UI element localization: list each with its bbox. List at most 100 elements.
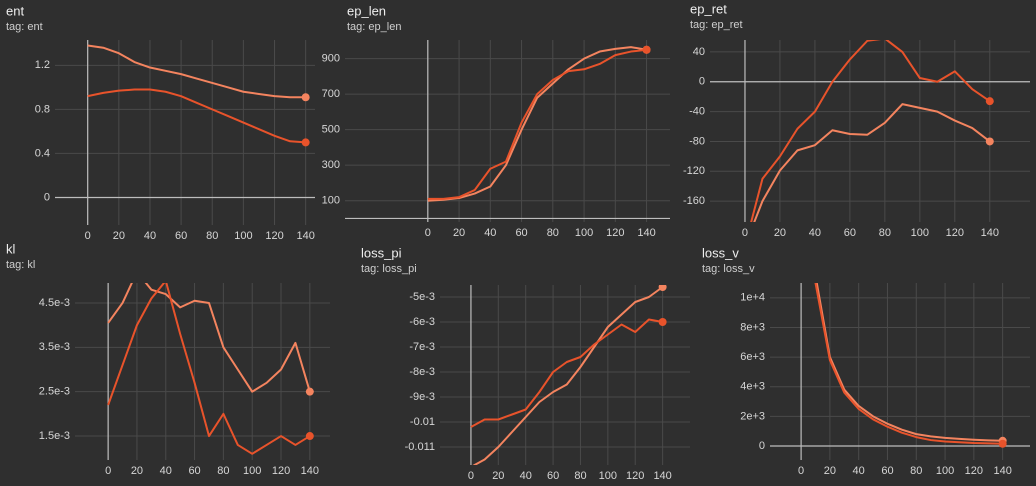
x-tick-label: 140 — [981, 227, 999, 239]
x-tick-label: 60 — [515, 227, 527, 239]
x-tick-label: 100 — [234, 230, 252, 242]
x-tick-label: 120 — [265, 230, 283, 242]
series-line — [472, 286, 664, 465]
y-tick-label: 3.5e-3 — [39, 341, 70, 353]
y-tick-label: -5e-3 — [409, 291, 435, 303]
x-tick-label: 120 — [272, 465, 290, 477]
x-tick-label: 140 — [296, 230, 314, 242]
y-tick-label: -7e-3 — [409, 341, 435, 353]
chart-subtitle: tag: loss_v — [702, 263, 755, 275]
x-tick-label: 0 — [468, 470, 474, 482]
y-tick-label: 0 — [699, 76, 705, 88]
x-tick-label: 20 — [113, 230, 125, 242]
x-tick-label: 40 — [160, 465, 172, 477]
x-tick-label: 60 — [547, 470, 559, 482]
plot-area — [750, 40, 994, 222]
chart-title: ep_len — [347, 3, 386, 18]
y-tick-label: 2e+3 — [740, 410, 765, 422]
chart-title: loss_pi — [361, 245, 402, 260]
x-tick-label: 120 — [946, 227, 964, 239]
y-tick-label: 700 — [322, 88, 340, 100]
x-tick-label: 100 — [911, 227, 929, 239]
x-tick-label: 100 — [599, 470, 617, 482]
x-tick-label: 40 — [484, 227, 496, 239]
x-tick-label: 80 — [910, 465, 922, 477]
series-line — [815, 283, 1003, 442]
x-tick-label: 100 — [243, 465, 261, 477]
plot-area — [107, 283, 314, 455]
end-point — [998, 439, 1007, 448]
chart-panel: loss_pi tag: loss_pi -0.011 -0.01 -9e-3 -8e-3… — [361, 245, 690, 482]
end-point — [642, 45, 651, 54]
y-tick-label: 0 — [759, 440, 765, 452]
x-tick-label: 40 — [520, 470, 532, 482]
y-tick-label: 8e+3 — [740, 321, 765, 333]
chart-panel: ent tag: ent 0 0.4 0.8 1.2 0 20 40 60 80 100 120 140 — [6, 3, 315, 242]
y-tick-label: 1e+4 — [740, 292, 765, 304]
x-tick-label: 40 — [853, 465, 865, 477]
series-line — [814, 283, 1003, 445]
y-tick-label: -120 — [683, 165, 705, 177]
plot-area — [87, 44, 310, 147]
y-tick-label: -40 — [689, 106, 705, 118]
series-line — [87, 44, 306, 99]
y-tick-label: -0.011 — [405, 441, 435, 453]
series-line — [753, 103, 991, 222]
series-line — [750, 40, 991, 222]
x-tick-label: 0 — [85, 230, 91, 242]
series-line — [427, 48, 647, 200]
x-tick-label: 60 — [881, 465, 893, 477]
chart-title: loss_v — [702, 245, 739, 260]
x-tick-label: 140 — [301, 465, 319, 477]
y-tick-label: 1.5e-3 — [39, 430, 70, 442]
end-point — [658, 285, 667, 291]
y-tick-label: 2.5e-3 — [39, 386, 70, 398]
x-tick-label: 80 — [574, 470, 586, 482]
series-line — [107, 283, 311, 455]
y-tick-label: -160 — [683, 195, 705, 207]
y-tick-label: 0.8 — [35, 103, 50, 115]
series-line — [87, 88, 306, 144]
end-point — [301, 138, 310, 147]
series-line — [107, 283, 311, 393]
chart-title: ep_ret — [690, 1, 727, 16]
chart-subtitle: tag: ep_ret — [690, 19, 743, 31]
chart-title: kl — [6, 241, 16, 256]
end-point — [985, 137, 994, 146]
plot-area — [814, 283, 1007, 448]
end-point — [305, 432, 314, 441]
x-tick-label: 100 — [575, 227, 593, 239]
x-tick-label: 0 — [798, 465, 804, 477]
x-tick-label: 140 — [653, 470, 671, 482]
x-tick-label: 20 — [492, 470, 504, 482]
y-tick-label: 6e+3 — [740, 351, 765, 363]
y-tick-label: 500 — [322, 124, 340, 136]
x-tick-label: 60 — [188, 465, 200, 477]
y-tick-label: 0 — [44, 191, 50, 203]
x-tick-label: 0 — [105, 465, 111, 477]
x-tick-label: 20 — [131, 465, 143, 477]
y-tick-label: -80 — [689, 135, 705, 147]
chart-panel: kl tag: kl 1.5e-3 2.5e-3 3.5e-3 4.5e-3 0 20 40 60… — [6, 241, 330, 477]
y-tick-label: 100 — [322, 195, 340, 207]
x-tick-label: 60 — [844, 227, 856, 239]
chart-panel: loss_v tag: loss_v 0 2e+3 4e+3 6e+3 8e+3 1e+4 0 2… — [702, 245, 1030, 477]
chart-subtitle: tag: loss_pi — [361, 263, 417, 275]
chart-panel: ep_len tag: ep_len 100 300 500 700 900 0 20 40 60 8… — [322, 3, 670, 239]
x-tick-label: 60 — [175, 230, 187, 242]
plot-area — [427, 45, 651, 202]
y-tick-label: -6e-3 — [409, 316, 435, 328]
x-tick-label: 40 — [144, 230, 156, 242]
end-point — [658, 318, 667, 326]
x-tick-label: 120 — [965, 465, 983, 477]
y-tick-label: 900 — [322, 53, 340, 65]
x-tick-label: 20 — [453, 227, 465, 239]
x-tick-label: 140 — [993, 465, 1011, 477]
x-tick-label: 80 — [547, 227, 559, 239]
chart-subtitle: tag: ent — [6, 21, 43, 33]
y-tick-label: 1.2 — [35, 59, 50, 71]
x-tick-label: 140 — [637, 227, 655, 239]
end-point — [985, 97, 994, 106]
y-tick-label: 40 — [693, 46, 705, 58]
